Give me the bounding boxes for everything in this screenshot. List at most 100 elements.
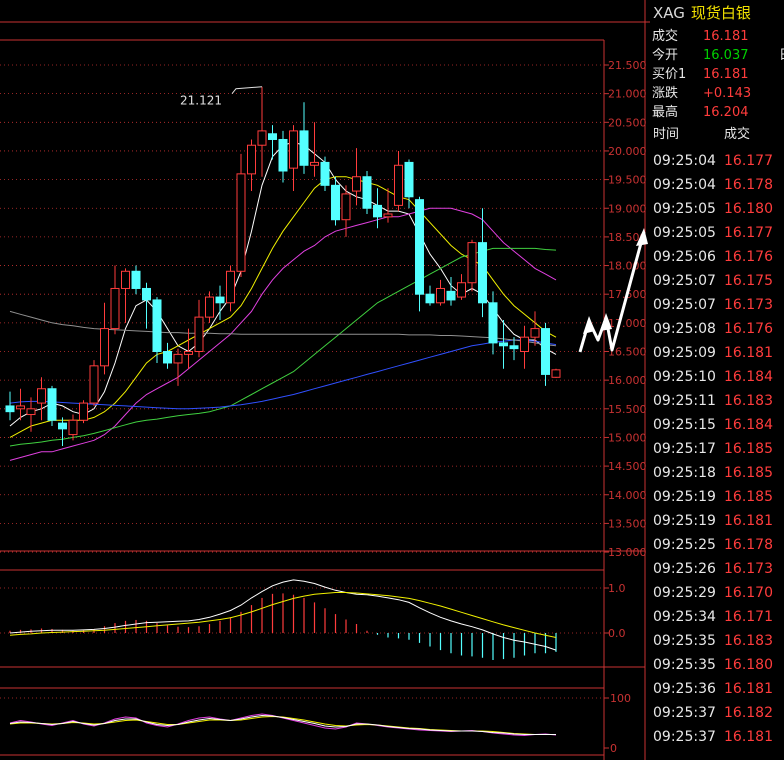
candle-body[interactable]: [184, 351, 193, 355]
candle-body[interactable]: [352, 176, 361, 192]
candle-body[interactable]: [257, 130, 267, 146]
tick-time: 09:25:37: [653, 705, 716, 721]
tick-row[interactable]: 09:25:19 16.185: [650, 485, 784, 509]
tick-row[interactable]: 09:25:35 16.183: [650, 629, 784, 653]
candle-body[interactable]: [268, 133, 277, 140]
tick-row[interactable]: 09:25:37 16.182: [650, 701, 784, 725]
tick-row[interactable]: 09:25:37 16.181: [650, 725, 784, 749]
tick-row[interactable]: 09:25:08 16.176: [650, 317, 784, 341]
candle-body[interactable]: [457, 282, 466, 298]
tick-row[interactable]: 09:25:17 16.185: [650, 437, 784, 461]
tick-row[interactable]: 09:25:07 16.175: [650, 269, 784, 293]
tick-row[interactable]: 09:25:18 16.185: [650, 461, 784, 485]
candle-body[interactable]: [142, 287, 151, 301]
candle-body[interactable]: [68, 419, 78, 436]
candle-body[interactable]: [5, 405, 15, 413]
candle-body[interactable]: [121, 270, 130, 289]
quote-label: 买价1: [652, 67, 687, 82]
tick-row[interactable]: 09:25:05 16.177: [650, 221, 784, 245]
candle-body[interactable]: [299, 130, 309, 166]
candle-body[interactable]: [331, 184, 340, 221]
chart-area[interactable]: 21.500 21.000 20.500 20.000 19.500 19.000 18.5…: [0, 0, 650, 760]
candle-body[interactable]: [551, 369, 561, 378]
candle-body[interactable]: [247, 144, 256, 175]
quote-row: 买价1 16.181: [650, 65, 784, 84]
candle-body[interactable]: [194, 316, 204, 352]
tick-row[interactable]: 09:25:09 16.181: [650, 341, 784, 365]
candle-body[interactable]: [47, 388, 57, 421]
candlesticks[interactable]: [5, 86, 561, 447]
candle-body[interactable]: [289, 130, 298, 169]
candle-body[interactable]: [383, 213, 393, 218]
candle-body[interactable]: [520, 336, 529, 352]
arrow-head: [636, 228, 648, 246]
candle-body[interactable]: [16, 405, 25, 410]
tick-price: 16.181: [724, 345, 773, 361]
high-value-label: 21.121: [180, 94, 222, 108]
axis-tick-label: 18.000: [608, 260, 647, 273]
tick-row[interactable]: 09:25:04 16.177: [650, 149, 784, 173]
tick-time: 09:25:15: [653, 417, 716, 433]
candle-body[interactable]: [436, 287, 445, 304]
candle-body[interactable]: [152, 299, 162, 352]
candle-body[interactable]: [26, 408, 36, 416]
tick-row[interactable]: 09:25:36 16.181: [650, 677, 784, 701]
quote-value: 16.181: [703, 67, 749, 82]
tick-row[interactable]: 09:25:10 16.184: [650, 365, 784, 389]
tick-price: 16.184: [724, 417, 773, 433]
candle-body[interactable]: [37, 388, 46, 404]
candle-body[interactable]: [173, 353, 183, 364]
candle-body[interactable]: [215, 296, 225, 304]
tick-row[interactable]: 09:25:34 16.171: [650, 605, 784, 629]
candle-body[interactable]: [320, 161, 330, 186]
tick-time: 09:25:17: [653, 441, 716, 457]
tick-row[interactable]: 09:25:04 16.178: [650, 173, 784, 197]
candle-body[interactable]: [541, 328, 550, 375]
tick-row[interactable]: 09:25:26 16.173: [650, 557, 784, 581]
tick-row[interactable]: 09:25:07 16.173: [650, 293, 784, 317]
kdj-panel[interactable]: 100 0: [0, 692, 631, 755]
tick-header-price: 成交: [724, 127, 751, 142]
tick-row[interactable]: 09:25:29 16.170: [650, 581, 784, 605]
candle-body[interactable]: [58, 422, 67, 430]
tick-row[interactable]: 09:25:11 16.183: [650, 389, 784, 413]
tick-price: 16.185: [724, 441, 773, 457]
candle-body[interactable]: [100, 328, 109, 367]
candle-body[interactable]: [467, 242, 477, 284]
macd-panel[interactable]: 1.0 0.0: [0, 579, 626, 660]
tick-price: 16.181: [724, 729, 773, 745]
candle-body[interactable]: [79, 402, 88, 421]
candle-body[interactable]: [425, 293, 435, 304]
tick-price: 16.183: [724, 393, 773, 409]
tick-row[interactable]: 09:25:25 16.178: [650, 533, 784, 557]
tick-row[interactable]: 09:25:06 16.176: [650, 245, 784, 269]
candle-body[interactable]: [415, 199, 424, 295]
candle-body[interactable]: [236, 173, 246, 272]
candle-body[interactable]: [488, 302, 498, 344]
arrow-head: [600, 313, 612, 331]
tick-row[interactable]: 09:25:15 16.184: [650, 413, 784, 437]
candle-body[interactable]: [509, 345, 519, 350]
candle-body[interactable]: [530, 328, 540, 338]
tick-time: 09:25:04: [653, 177, 716, 193]
tick-row[interactable]: 09:25:35 16.180: [650, 653, 784, 677]
candle-body[interactable]: [362, 176, 372, 209]
candle-body[interactable]: [341, 193, 351, 221]
candle-body[interactable]: [205, 296, 214, 318]
candle-body[interactable]: [278, 138, 288, 172]
candle-body[interactable]: [131, 270, 141, 289]
tick-row[interactable]: 09:25:05 16.180: [650, 197, 784, 221]
candle-body[interactable]: [478, 242, 487, 304]
candle-body[interactable]: [394, 164, 403, 206]
candle-body[interactable]: [110, 287, 120, 330]
tick-row[interactable]: 09:25:19 16.181: [650, 509, 784, 533]
candle-body[interactable]: [163, 351, 172, 364]
candle-body[interactable]: [226, 270, 235, 304]
candle-body[interactable]: [373, 204, 382, 218]
candle-body[interactable]: [446, 290, 456, 301]
ma-line: [9, 207, 557, 461]
candle-body[interactable]: [310, 161, 319, 166]
candle-body[interactable]: [499, 342, 508, 347]
candle-body[interactable]: [404, 161, 414, 198]
candle-body[interactable]: [89, 365, 99, 404]
